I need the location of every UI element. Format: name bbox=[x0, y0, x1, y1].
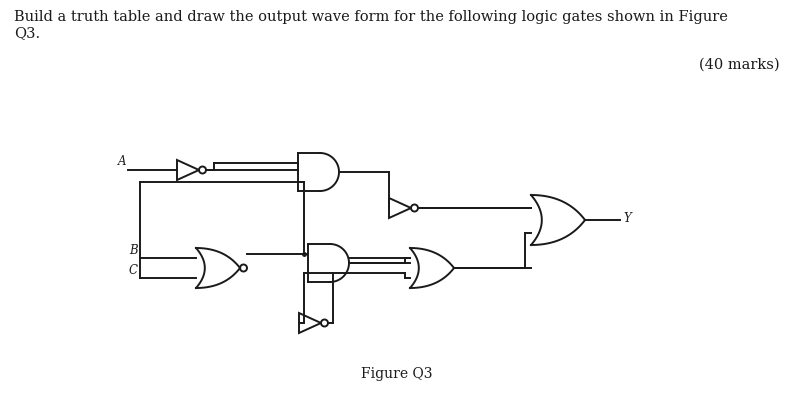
Circle shape bbox=[240, 264, 247, 272]
Text: Figure Q3: Figure Q3 bbox=[361, 367, 433, 381]
Circle shape bbox=[411, 204, 418, 212]
Text: B: B bbox=[129, 244, 138, 257]
Text: C: C bbox=[129, 264, 138, 277]
Text: Build a truth table and draw the output wave form for the following logic gates : Build a truth table and draw the output … bbox=[14, 10, 728, 40]
Circle shape bbox=[321, 320, 328, 326]
Text: (40 marks): (40 marks) bbox=[700, 58, 780, 72]
Circle shape bbox=[199, 166, 206, 174]
Text: A: A bbox=[118, 155, 126, 168]
Text: Y: Y bbox=[623, 212, 630, 226]
